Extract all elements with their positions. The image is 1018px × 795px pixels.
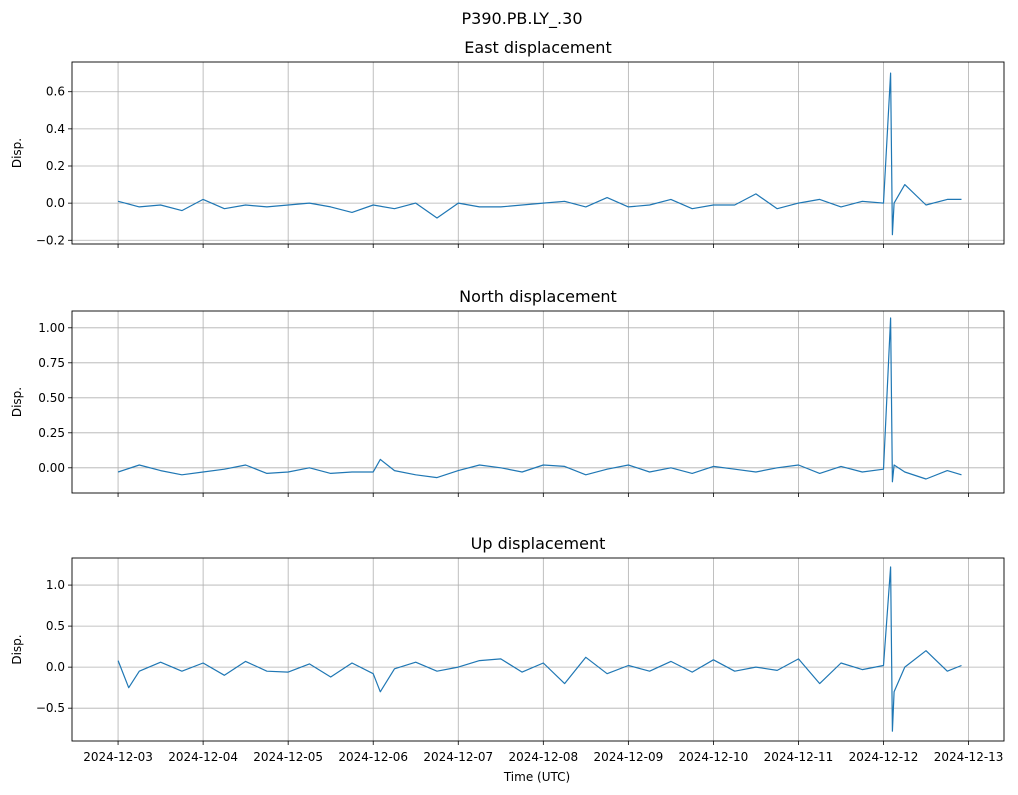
east-x-ticks xyxy=(117,244,969,248)
x-tick-label: 2024-12-03 xyxy=(83,750,153,764)
north-series-line xyxy=(117,317,962,483)
east-grid xyxy=(72,62,1004,244)
y-tick-label: 0.25 xyxy=(38,426,65,440)
x-tick-label: 2024-12-04 xyxy=(168,750,238,764)
east-axes-frame xyxy=(71,61,1005,245)
x-tick-label: 2024-12-05 xyxy=(253,750,323,764)
x-tick-label: 2024-12-13 xyxy=(934,750,1004,764)
up-title: Up displacement xyxy=(471,534,606,553)
y-tick-label: 0.0 xyxy=(46,660,65,674)
x-tick-label: 2024-12-06 xyxy=(338,750,408,764)
up-axes-frame xyxy=(71,557,1005,742)
y-tick-label: −0.5 xyxy=(36,701,65,715)
up-y-ticks: −0.5 0.0 0.5 1.0 xyxy=(36,578,72,715)
north-axes-frame xyxy=(71,310,1005,494)
series-line xyxy=(117,317,962,483)
y-tick-label: 0.4 xyxy=(46,122,65,136)
east-series-line xyxy=(117,72,962,236)
figure-suptitle: P390.PB.LY_.30 xyxy=(462,9,583,29)
y-tick-label: 0.75 xyxy=(38,356,65,370)
y-tick-label: 0.6 xyxy=(46,85,65,99)
up-x-ticks: 2024-12-03 2024-12-04 2024-12-05 2024-12-06… xyxy=(83,741,1003,764)
x-tick-label: 2024-12-08 xyxy=(508,750,578,764)
y-tick-label: 0.0 xyxy=(46,196,65,210)
x-axis-label: Time (UTC) xyxy=(503,770,570,784)
x-tick-label: 2024-12-12 xyxy=(849,750,919,764)
north-title: North displacement xyxy=(459,287,617,306)
north-grid xyxy=(72,311,1004,493)
north-y-axis-label: Disp. xyxy=(10,387,24,417)
up-grid xyxy=(72,558,1004,741)
x-tick-label: 2024-12-09 xyxy=(593,750,663,764)
north-y-ticks: 0.00 0.25 0.50 0.75 1.00 xyxy=(38,321,72,475)
east-displacement-axes: −0.2 0.0 0.2 0.4 0.6 East displacement Disp. xyxy=(10,38,1005,248)
up-y-axis-label: Disp. xyxy=(10,634,24,664)
up-series-line xyxy=(117,566,962,732)
y-tick-label: 1.00 xyxy=(38,321,65,335)
y-tick-label: 1.0 xyxy=(46,578,65,592)
up-displacement-axes: 2024-12-03 2024-12-04 2024-12-05 2024-12-06… xyxy=(10,534,1005,764)
east-title: East displacement xyxy=(464,38,611,57)
north-displacement-axes: 0.000.250.500.751.00 North displacement … xyxy=(10,287,1005,497)
y-tick-label: 0.50 xyxy=(38,391,65,405)
east-y-ticks: −0.2 0.0 0.2 0.4 0.6 xyxy=(36,85,72,247)
x-tick-label: 2024-12-10 xyxy=(679,750,749,764)
y-tick-label: 0.00 xyxy=(38,461,65,475)
series-line xyxy=(117,72,962,236)
x-tick-label: 2024-12-07 xyxy=(423,750,493,764)
series-line xyxy=(117,566,962,732)
east-y-axis-label: Disp. xyxy=(10,138,24,168)
north-x-ticks xyxy=(117,493,969,497)
y-tick-label: 0.5 xyxy=(46,619,65,633)
y-tick-label: −0.2 xyxy=(36,233,65,247)
y-tick-label: 0.2 xyxy=(46,159,65,173)
x-tick-label: 2024-12-11 xyxy=(764,750,834,764)
